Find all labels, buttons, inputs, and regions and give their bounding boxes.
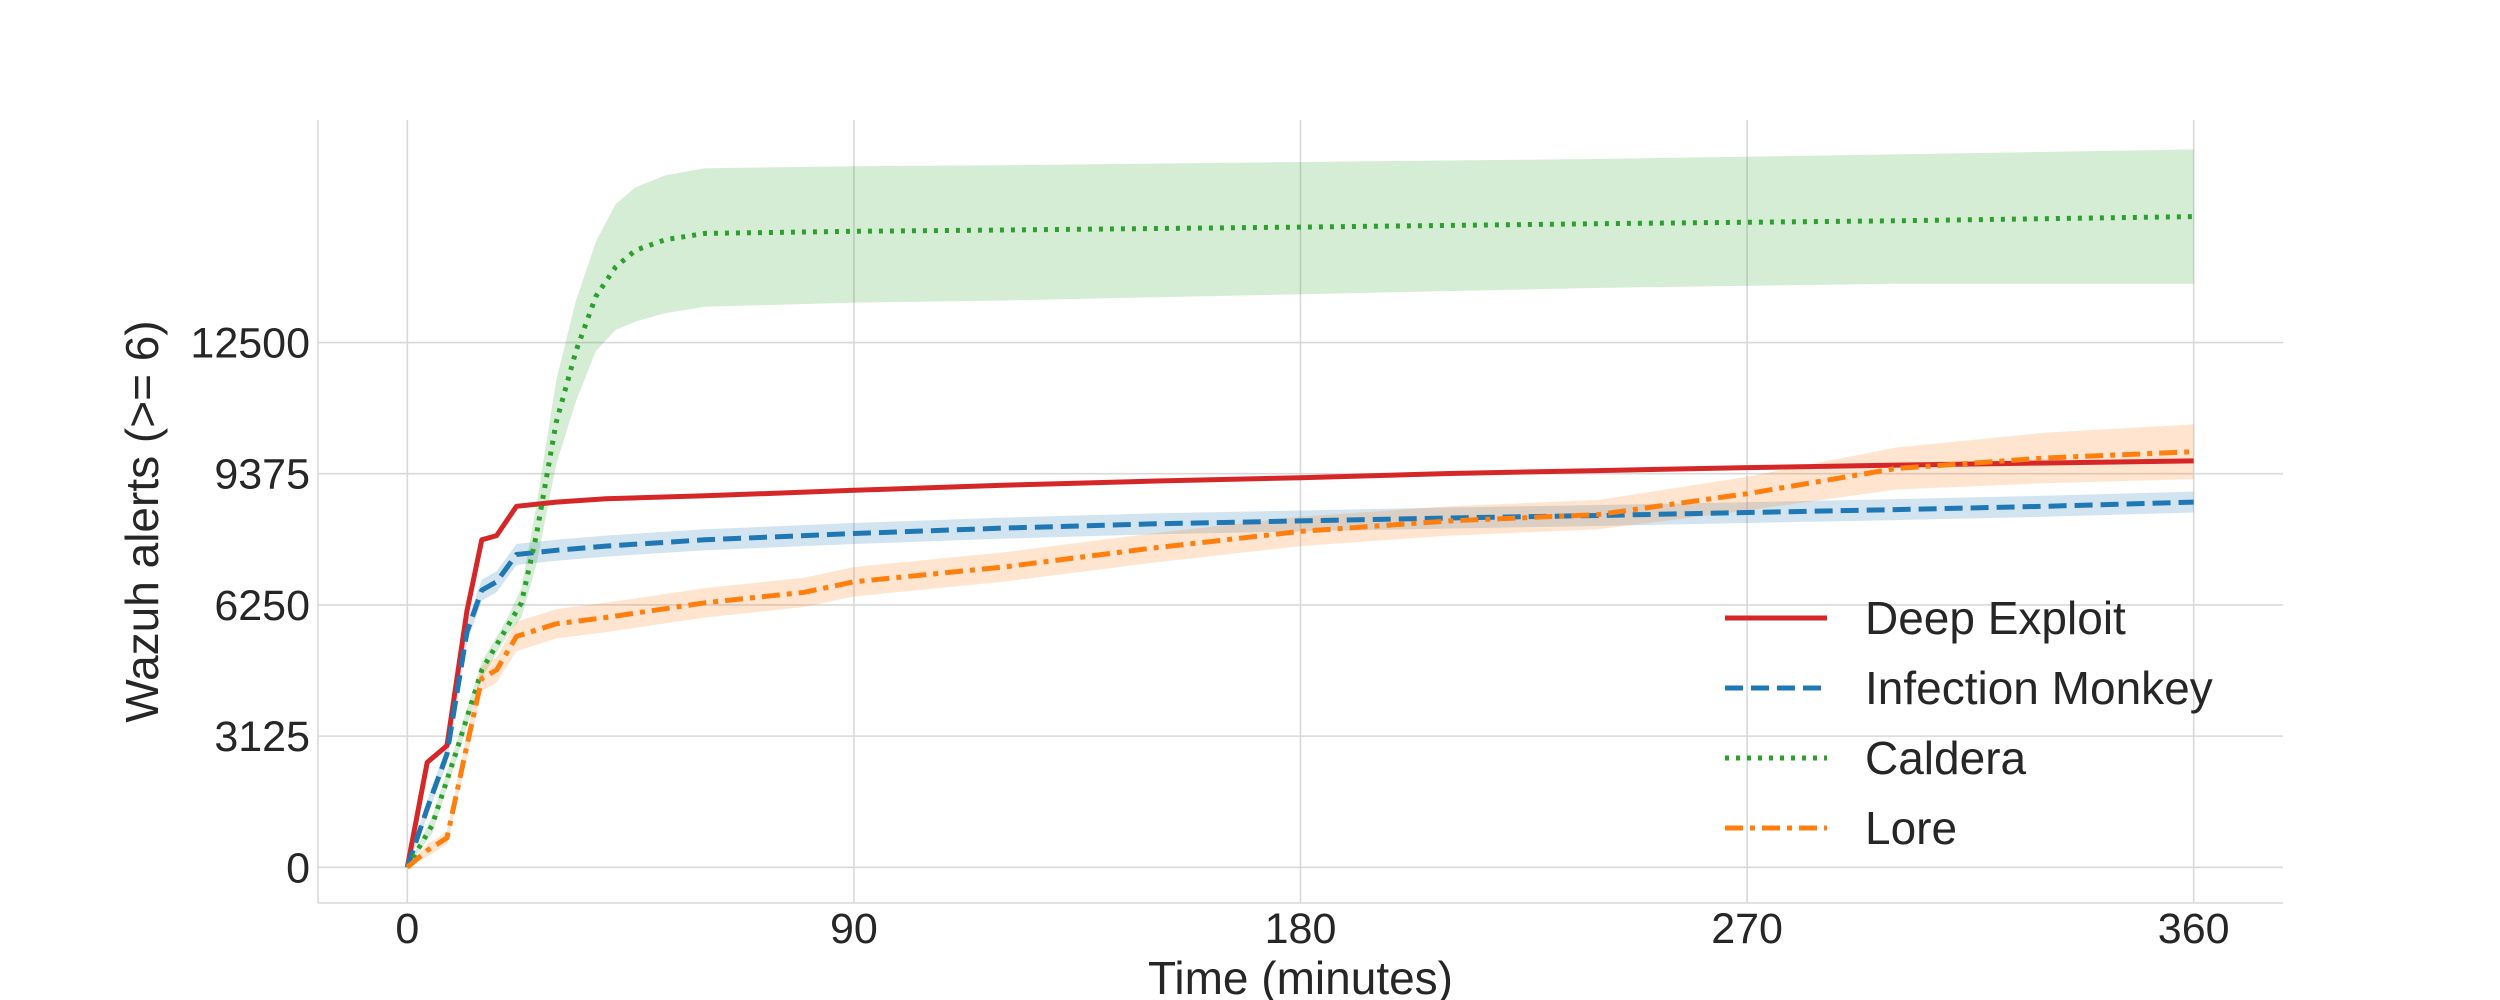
y-tick-label: 3125 (214, 713, 310, 761)
grid (318, 120, 2283, 903)
y-tick-label: 9375 (214, 451, 310, 499)
axis-spines (317, 120, 2283, 904)
deep-exploit-line (404, 458, 2194, 868)
x-axis-label: Time (minutes) (1148, 952, 1453, 1000)
series-lines (404, 214, 2194, 870)
lore-line (405, 449, 2194, 870)
x-tick-label: 270 (1711, 905, 1783, 953)
y-tick-label: 12500 (190, 320, 310, 368)
y-tick-label: 6250 (214, 582, 310, 630)
legend-label-infection-monkey: Infection Monkey (1865, 662, 2213, 714)
x-tick-labels: 0 90 180 270 360 (395, 905, 2229, 953)
lore-band (407, 424, 2194, 868)
legend-label-caldera: Caldera (1865, 732, 2027, 784)
legend-label-lore: Lore (1865, 802, 1957, 854)
legend-label-deep-exploit: Deep Exploit (1865, 592, 2126, 644)
y-tick-label: 0 (286, 844, 310, 892)
infection-monkey-line (404, 499, 2194, 869)
x-tick-label: 0 (395, 905, 419, 953)
x-tick-label: 90 (830, 905, 878, 953)
x-tick-label: 360 (2158, 905, 2230, 953)
legend: Deep Exploit Infection Monkey Caldera Lore (1725, 592, 2213, 854)
x-tick-label: 180 (1265, 905, 1337, 953)
y-axis-label: Wazuh alerts (>= 6) (116, 320, 168, 722)
y-tick-labels: 0 3125 6250 9375 12500 (190, 320, 310, 893)
